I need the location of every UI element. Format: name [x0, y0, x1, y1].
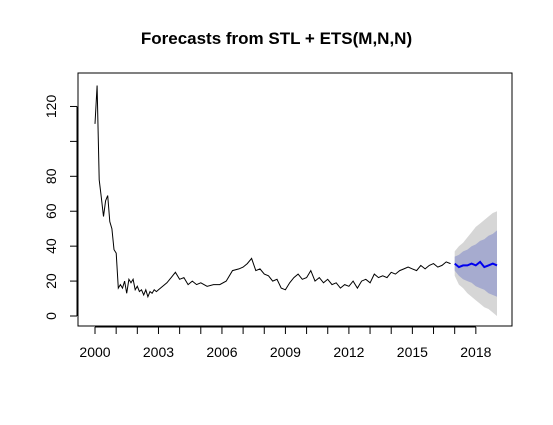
y-tick-label: 60	[43, 203, 59, 219]
x-tick-label: 2015	[397, 344, 428, 360]
y-axis: 0 20 40 60 80 120	[43, 95, 78, 320]
y-tick-label: 20	[43, 273, 59, 289]
x-tick-label: 2012	[333, 344, 364, 360]
y-tick-label: 80	[43, 168, 59, 184]
series-lines	[94, 85, 498, 299]
x-tick-label: 2003	[143, 344, 174, 360]
x-tick-label: 2000	[79, 344, 110, 360]
forecast-bands	[454, 211, 497, 316]
band-80	[454, 230, 497, 297]
forecast-line	[454, 260, 498, 269]
y-tick-label: 120	[43, 95, 59, 119]
plot-frame	[77, 72, 513, 327]
x-tick-label: 2018	[460, 344, 491, 360]
chart-title: Forecasts from STL + ETS(M,N,N)	[140, 29, 413, 48]
history-line	[94, 85, 451, 299]
x-tick-label: 2006	[206, 344, 237, 360]
y-tick-label: 40	[43, 238, 59, 254]
x-tick-label: 2009	[270, 344, 301, 360]
y-tick-label: 0	[43, 312, 59, 320]
x-axis: 2000 2003 2006 2009 2012 2015 2018	[79, 326, 492, 360]
